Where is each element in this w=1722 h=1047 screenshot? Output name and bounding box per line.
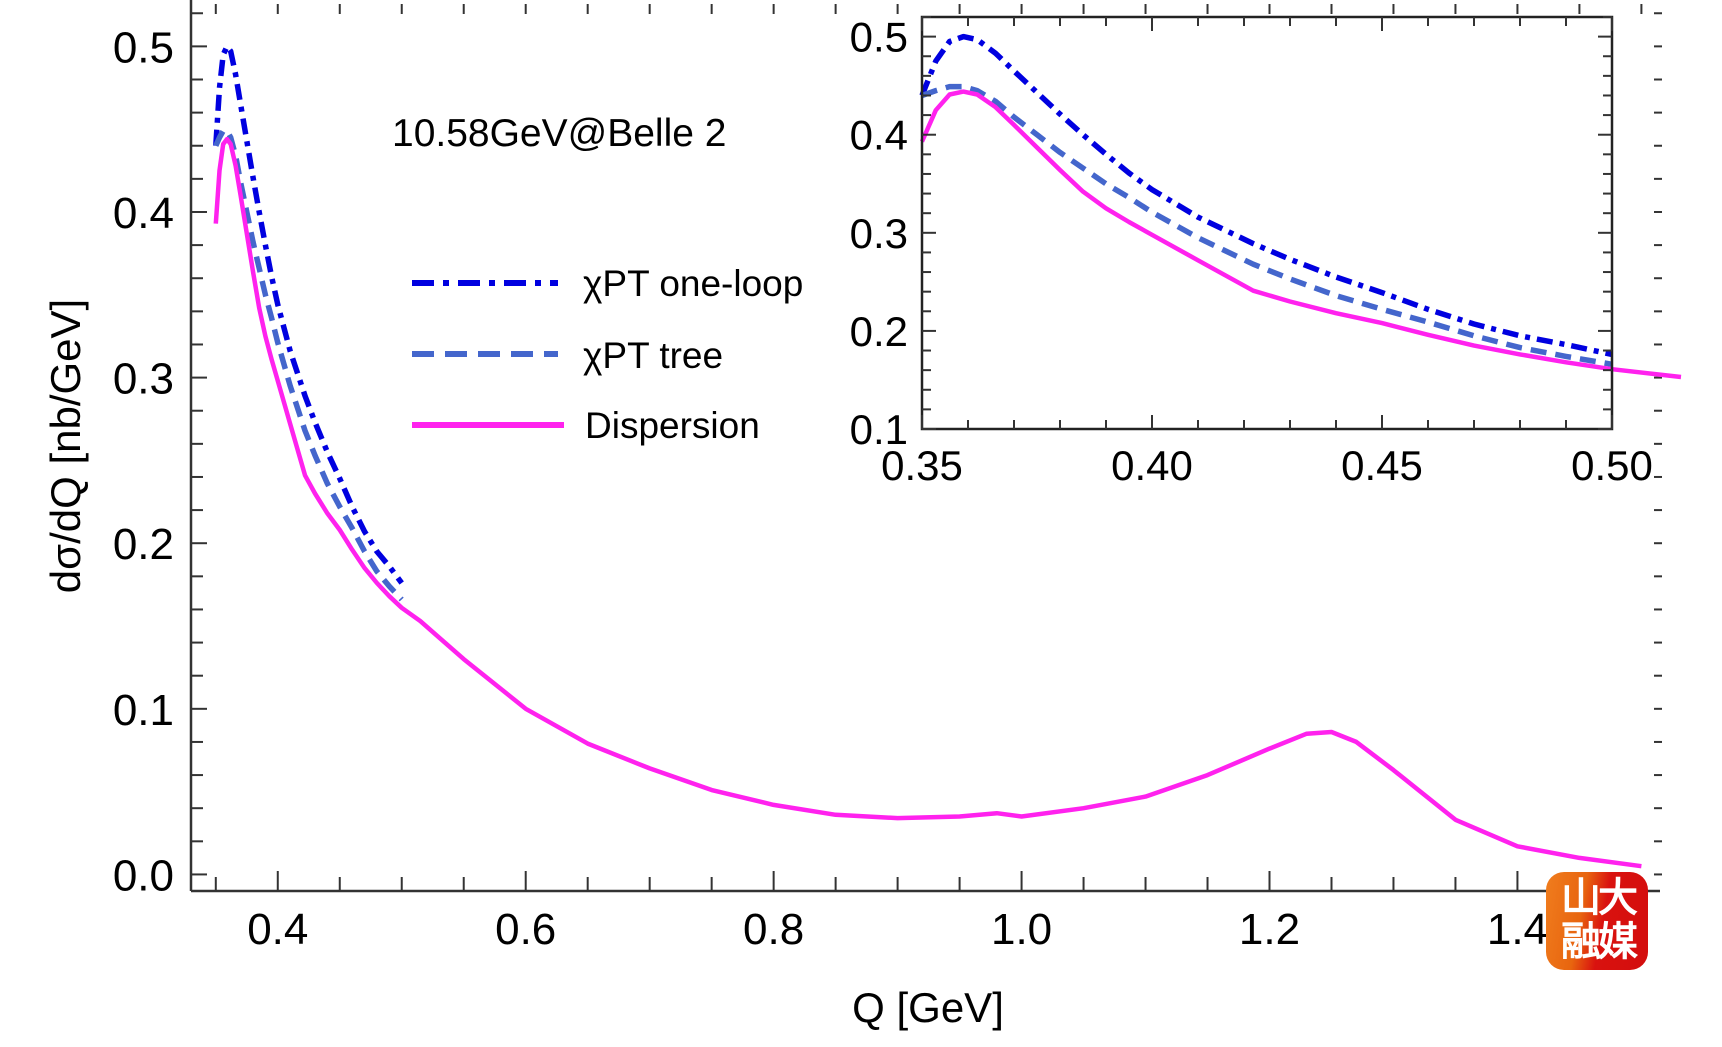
inset-series-group <box>919 33 1682 380</box>
main-axes: 0.4 0.6 0.8 1.0 1.2 1.4 0.0 0.1 0.2 0.3 0.4 0.5 <box>113 0 1662 954</box>
legend-label-dispersion: Dispersion <box>585 405 760 446</box>
main-x-tick-label: 1.0 <box>991 905 1052 954</box>
legend-label-one-loop: χPT one-loop <box>583 263 803 304</box>
inset-frame <box>920 15 1614 431</box>
main-x-tick-label: 0.4 <box>247 905 308 954</box>
main-series-pt-tree <box>213 128 404 602</box>
main-y-tick-label: 0.0 <box>113 851 174 900</box>
inset-x-tick-label: 0.45 <box>1341 442 1423 489</box>
inset-y-tick-label: 0.4 <box>850 112 908 159</box>
main-y-tick-label: 0.5 <box>113 23 174 72</box>
watermark-text: 山大融媒 <box>1561 875 1638 965</box>
main-x-tick-label: 1.4 <box>1487 905 1548 954</box>
inset-y-tick-label: 0.5 <box>850 14 908 61</box>
legend: χPT one-loop χPT tree Dispersion <box>412 263 803 446</box>
x-axis-title: Q [GeV] <box>852 984 1004 1031</box>
inset-axes: 0.35 0.40 0.45 0.50 0.1 0.2 0.3 0.4 0.5 <box>850 14 1653 489</box>
main-series-group <box>213 43 1642 869</box>
main-x-tick-label: 1.2 <box>1239 905 1300 954</box>
inset-y-tick-label: 0.3 <box>850 210 908 257</box>
inset-y-tick-label: 0.2 <box>850 308 908 355</box>
inset-x-tick-label: 0.40 <box>1111 442 1193 489</box>
inset-series-dispersion <box>919 89 1682 380</box>
main-plot: 0.4 0.6 0.8 1.0 1.2 1.4 0.0 0.1 0.2 0.3 0.4 0.5 Q [… <box>42 0 1662 1031</box>
main-y-tick-label: 0.3 <box>113 355 174 404</box>
y-axis-title: dσ/dQ [nb/GeV] <box>42 299 89 593</box>
main-y-tick-label: 0.1 <box>113 686 174 735</box>
inset-background <box>922 17 1612 429</box>
main-series-pt-one-loop <box>213 43 404 585</box>
main-x-tick-label: 0.6 <box>495 905 556 954</box>
inset-series-pt-tree <box>921 83 1613 368</box>
legend-item-dispersion: Dispersion <box>412 405 760 446</box>
main-y-tick-label: 0.4 <box>113 189 174 238</box>
inset-y-tick-label: 0.1 <box>850 406 908 453</box>
main-series-dispersion <box>213 136 1642 869</box>
inset-x-tick-label: 0.50 <box>1571 442 1653 489</box>
energy-annotation: 10.58GeV@Belle 2 <box>392 112 726 155</box>
inset-series-pt-one-loop <box>919 33 1613 358</box>
legend-item-tree: χPT tree <box>412 335 723 376</box>
inset-plot: 0.35 0.40 0.45 0.50 0.1 0.2 0.3 0.4 0.5 <box>850 14 1682 489</box>
legend-item-one-loop: χPT one-loop <box>412 263 803 304</box>
main-y-tick-label: 0.2 <box>113 520 174 569</box>
watermark-logo: 山大融媒 <box>1546 872 1648 970</box>
legend-label-tree: χPT tree <box>583 335 723 376</box>
main-x-tick-label: 0.8 <box>743 905 804 954</box>
inset-x-tick-label: 0.35 <box>881 442 963 489</box>
